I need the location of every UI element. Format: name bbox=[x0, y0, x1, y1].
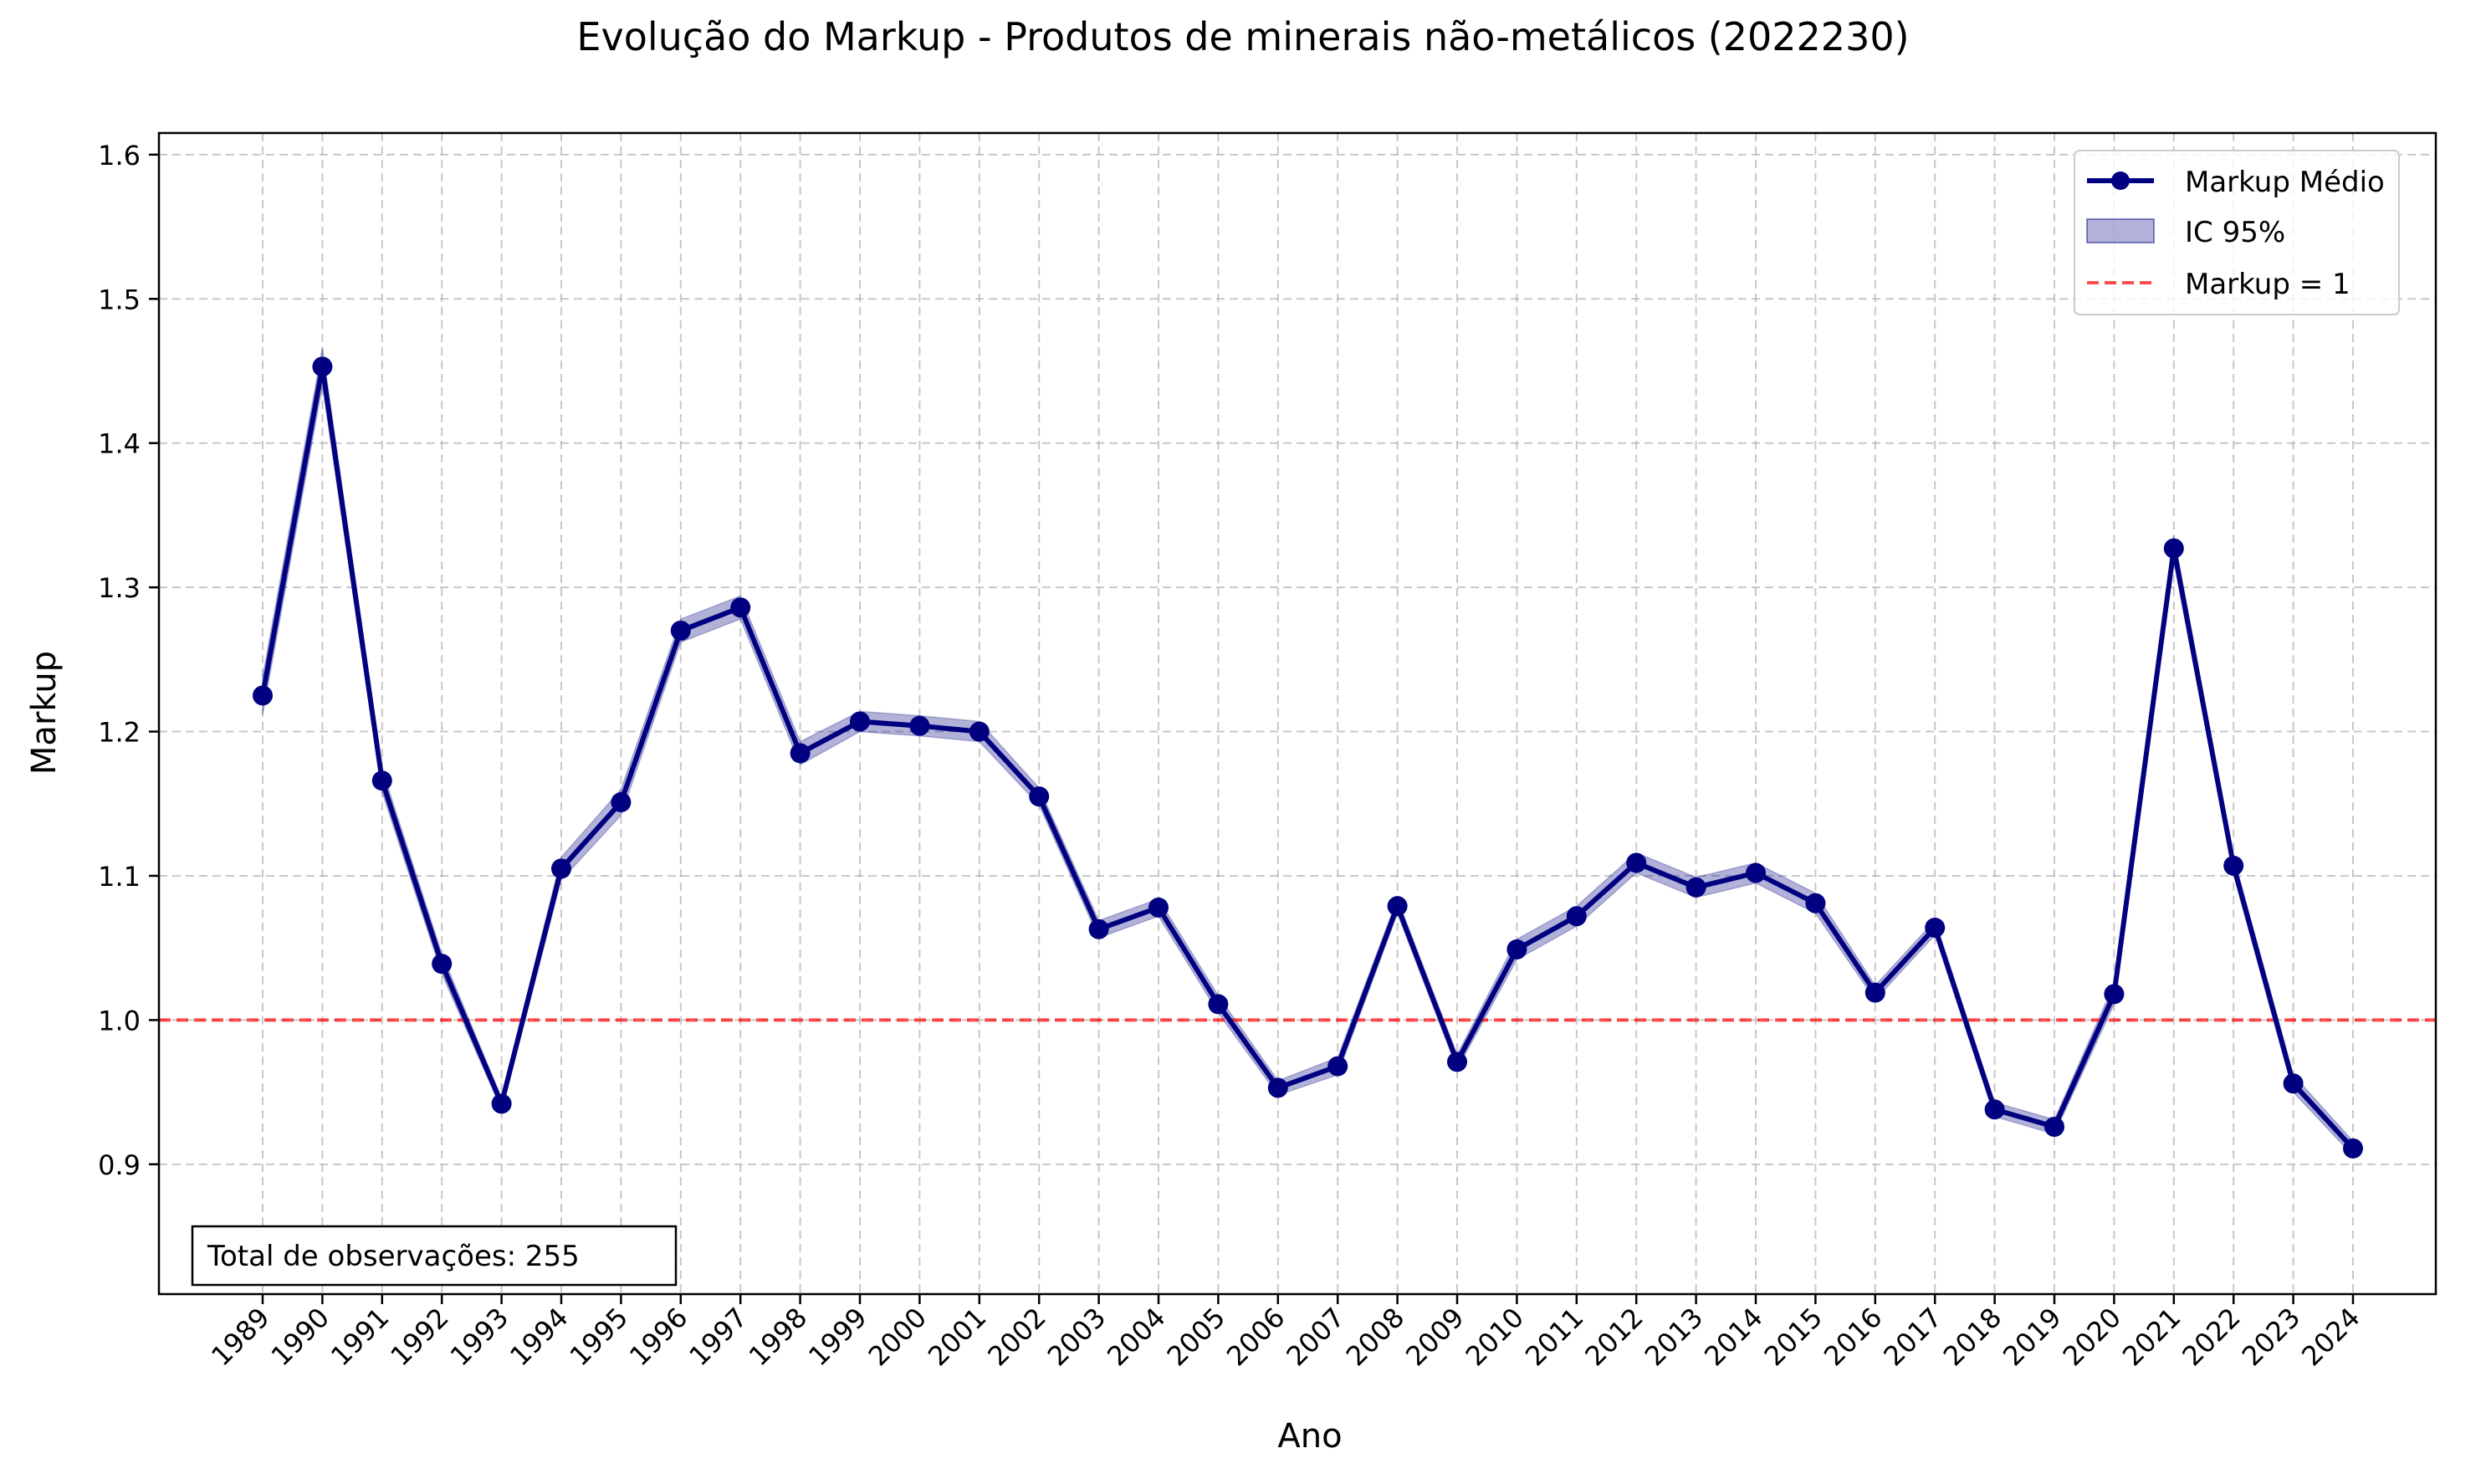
data-point bbox=[1685, 877, 1706, 898]
y-axis-ticks: 0.9 1.0 1.1 1.2 1.3 1.4 1.5 1.6 bbox=[98, 140, 159, 1181]
data-point bbox=[551, 858, 571, 879]
grid bbox=[159, 133, 2436, 1294]
data-point bbox=[432, 954, 453, 975]
annotation-box bbox=[191, 1225, 678, 1287]
data-point bbox=[1506, 939, 1527, 959]
data-point bbox=[1327, 1056, 1348, 1077]
y-tick-label: 1.4 bbox=[98, 428, 141, 460]
plot-area-frame bbox=[157, 131, 2437, 1296]
data-point bbox=[1805, 893, 1826, 913]
y-tick-label: 1.3 bbox=[98, 572, 141, 604]
y-axis-label: Markup bbox=[25, 651, 64, 775]
x-axis-label: Ano bbox=[1277, 1417, 1342, 1456]
y-tick-label: 1.5 bbox=[98, 284, 141, 315]
data-point bbox=[253, 685, 273, 706]
data-point bbox=[1208, 994, 1229, 1015]
data-point bbox=[1267, 1077, 1288, 1098]
data-point bbox=[1864, 982, 1885, 1003]
data-point bbox=[491, 1093, 512, 1114]
chart-title: Evolução do Markup - Produtos de minerai… bbox=[576, 14, 1909, 59]
data-point bbox=[1626, 852, 1647, 873]
legend-marker-swatch bbox=[2111, 171, 2130, 190]
legend-band-swatch bbox=[2086, 218, 2155, 243]
data-point bbox=[1984, 1099, 2005, 1120]
data-point bbox=[1746, 862, 1766, 883]
data-point bbox=[1387, 896, 1408, 917]
observations-annotation: Total de observações: 255 bbox=[191, 1225, 678, 1287]
legend-label-ic-95: IC 95% bbox=[2185, 216, 2285, 249]
data-point bbox=[2343, 1138, 2363, 1159]
data-point bbox=[2223, 855, 2244, 876]
data-point bbox=[2104, 984, 2125, 1005]
data-point bbox=[2044, 1116, 2064, 1137]
series-layer bbox=[253, 356, 2363, 1159]
legend-label-markup-1: Markup = 1 bbox=[2185, 268, 2350, 301]
data-point bbox=[1925, 918, 1946, 939]
data-point bbox=[371, 770, 392, 791]
y-tick-label: 0.9 bbox=[98, 1149, 141, 1181]
data-point bbox=[1148, 897, 1169, 918]
data-point bbox=[1029, 786, 1050, 807]
legend: Markup Médio IC 95% Markup = 1 bbox=[2074, 150, 2400, 315]
data-point bbox=[969, 721, 990, 742]
legend-box bbox=[2074, 150, 2400, 315]
data-point bbox=[730, 597, 751, 618]
data-point bbox=[2163, 538, 2184, 559]
data-point bbox=[1447, 1052, 1467, 1072]
data-point bbox=[1566, 906, 1587, 927]
y-tick-label: 1.6 bbox=[98, 140, 141, 171]
data-point bbox=[790, 743, 811, 764]
series-line bbox=[260, 364, 2356, 1150]
y-tick-label: 1.2 bbox=[98, 717, 141, 749]
y-tick-label: 1.0 bbox=[98, 1005, 141, 1036]
data-point bbox=[909, 715, 930, 736]
data-point bbox=[2283, 1073, 2304, 1094]
legend-label-markup-medio: Markup Médio bbox=[2185, 166, 2385, 199]
annotation-text: Total de observações: 255 bbox=[207, 1240, 580, 1273]
data-point bbox=[611, 792, 632, 813]
data-point bbox=[1088, 919, 1109, 939]
data-point bbox=[670, 620, 691, 641]
data-point bbox=[312, 356, 333, 377]
data-point bbox=[850, 711, 870, 732]
y-tick-label: 1.1 bbox=[98, 861, 141, 893]
